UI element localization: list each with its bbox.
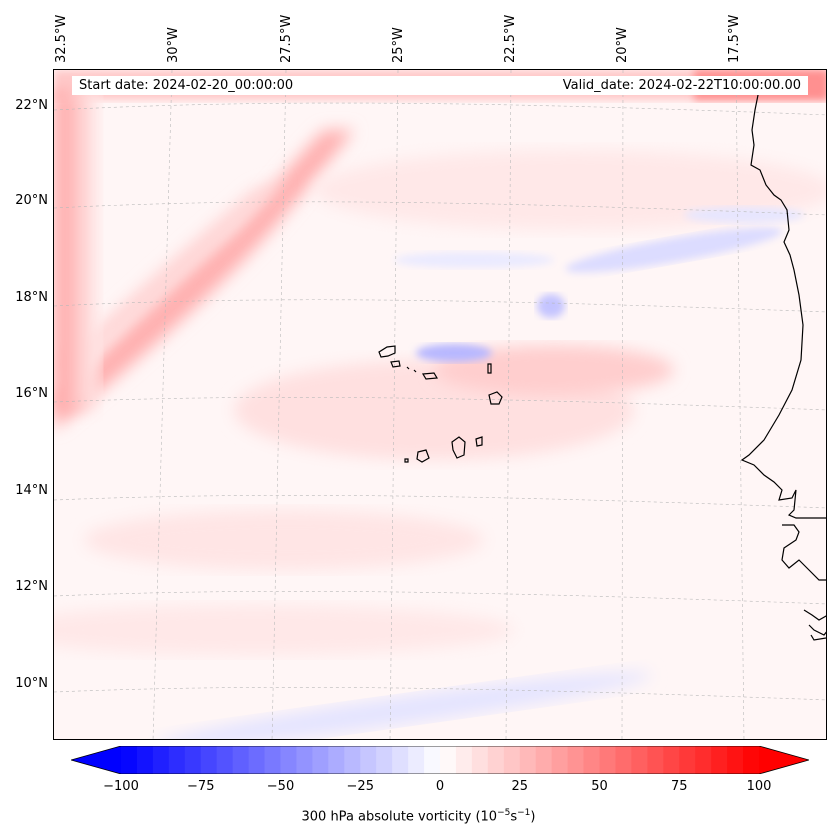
colorbar-swatch [248, 746, 266, 774]
start-date-label: Start date: 2024-02-20_00:00:00 [79, 78, 294, 93]
colorbar-swatch [551, 746, 569, 774]
latitude-label: 14°N [15, 483, 48, 498]
colorbar-swatch [743, 746, 760, 774]
longitude-label: 20°W [615, 27, 630, 63]
colorbar-swatch [152, 746, 170, 774]
colorbar-swatch [695, 746, 712, 774]
positive-vorticity-band [54, 130, 354, 430]
colorbar-tick: 75 [670, 779, 688, 794]
latitude-label: 22°N [15, 98, 48, 113]
longitude-label: 17.5°W [727, 14, 742, 63]
colorbar-swatch [567, 746, 585, 774]
colorbar-min-extend [71, 746, 121, 774]
colorbar-tick: 100 [746, 779, 772, 794]
colorbar-swatch [216, 746, 234, 774]
longitude-label: 25°W [391, 27, 406, 63]
latitude-label: 18°N [15, 290, 48, 305]
colorbar-swatch [647, 746, 664, 774]
colorbar-tick: 0 [435, 779, 445, 794]
colorbar-swatch [360, 746, 377, 774]
longitude-label: 32.5°W [54, 14, 69, 63]
latitude-label: 16°N [15, 386, 48, 401]
colorbar-tick: −75 [187, 779, 215, 794]
longitude-label: 30°W [166, 27, 181, 63]
colorbar-max-extend [759, 746, 809, 774]
colorbar-swatch [471, 746, 489, 774]
latitude-label: 10°N [15, 676, 48, 691]
colorbar-swatch [408, 746, 425, 774]
valid-date-label: Valid_date: 2024-02-22T10:00:00.00 [562, 78, 801, 93]
colorbar-swatch [727, 746, 744, 774]
colorbar-swatch [519, 746, 537, 774]
graticule [54, 70, 826, 739]
colorbar-swatch [328, 746, 345, 774]
colorbar-swatch [264, 746, 282, 774]
date-banner: Start date: 2024-02-20_00:00:00 Valid_da… [72, 76, 808, 95]
colorbar-swatch [168, 746, 186, 774]
negative-vorticity-patch [416, 344, 492, 362]
colorbar-swatch [392, 746, 409, 774]
colorbar-swatch [280, 746, 298, 774]
map-panel [53, 69, 827, 740]
latitude-label: 12°N [15, 579, 48, 594]
colorbar-swatch [679, 746, 696, 774]
colorbar-swatch [599, 746, 617, 774]
colorbar-swatch [535, 746, 553, 774]
cape-verde-islands [378, 345, 503, 463]
colorbar-swatch [503, 746, 521, 774]
colorbar-swatch [296, 746, 313, 774]
colorbar-swatch [344, 746, 361, 774]
colorbar-swatch [583, 746, 601, 774]
colorbar-swatch [455, 746, 473, 774]
longitude-label: 27.5°W [279, 14, 294, 63]
africa-coastline [740, 89, 826, 641]
colorbar-swatch [424, 746, 441, 774]
vorticity-map [54, 70, 826, 739]
colorbar [71, 746, 809, 774]
colorbar-swatch [136, 746, 154, 774]
colorbar-tick: −25 [346, 779, 374, 794]
colorbar-swatch [487, 746, 505, 774]
colorbar-tick: 50 [591, 779, 608, 794]
colorbar-swatch [663, 746, 680, 774]
longitude-label: 22.5°W [503, 14, 518, 63]
colorbar-swatch [631, 746, 648, 774]
colorbar-tick: −100 [103, 779, 139, 794]
colorbar-swatch [615, 746, 632, 774]
colorbar-swatch [121, 746, 138, 774]
colorbar-swatch [312, 746, 329, 774]
colorbar-swatch [440, 746, 457, 774]
colorbar-title: 300 hPa absolute vorticity (10−5s−1) [301, 808, 536, 825]
latitude-label: 20°N [15, 193, 48, 208]
colorbar-swatch [184, 746, 202, 774]
colorbar-swatch [200, 746, 218, 774]
colorbar-swatch [711, 746, 728, 774]
colorbar-swatch [232, 746, 250, 774]
colorbar-tick: 25 [511, 779, 529, 794]
colorbar-swatch [376, 746, 393, 774]
colorbar-tick: −50 [266, 779, 295, 794]
